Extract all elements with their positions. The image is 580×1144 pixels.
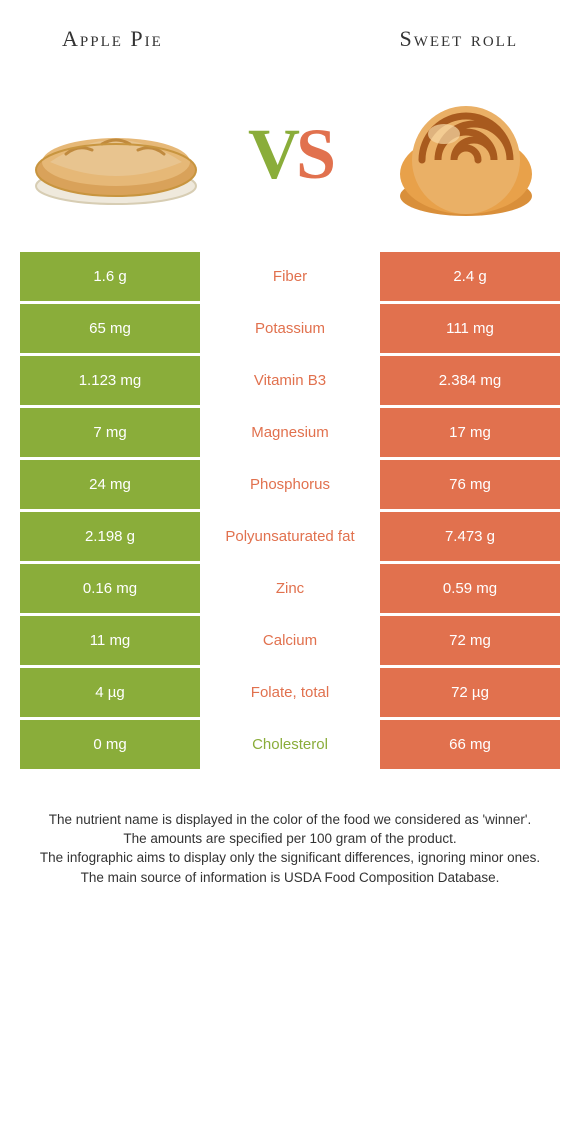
left-value: 2.198 g — [20, 512, 200, 561]
left-value: 7 mg — [20, 408, 200, 457]
nutrient-label: Magnesium — [200, 408, 380, 457]
vs-label: VS — [248, 113, 332, 196]
hero-row: VS — [20, 66, 560, 252]
nutrient-label: Folate, total — [200, 668, 380, 717]
vs-s: S — [296, 114, 332, 194]
right-value: 72 mg — [380, 616, 560, 665]
right-value: 2.384 mg — [380, 356, 560, 405]
footer-notes: The nutrient name is displayed in the co… — [20, 811, 560, 887]
nutrient-label: Zinc — [200, 564, 380, 613]
nutrient-row: 1.123 mgVitamin B32.384 mg — [20, 356, 560, 405]
right-value: 72 µg — [380, 668, 560, 717]
nutrient-label: Fiber — [200, 252, 380, 301]
footer-line: The main source of information is USDA F… — [28, 869, 552, 887]
right-value: 76 mg — [380, 460, 560, 509]
nutrient-row: 4 µgFolate, total72 µg — [20, 668, 560, 717]
right-value: 111 mg — [380, 304, 560, 353]
right-value: 2.4 g — [380, 252, 560, 301]
nutrient-row: 65 mgPotassium111 mg — [20, 304, 560, 353]
left-value: 0 mg — [20, 720, 200, 769]
right-title: Sweet roll — [399, 26, 518, 52]
apple-pie-image — [26, 74, 206, 234]
nutrient-row: 0 mgCholesterol66 mg — [20, 720, 560, 769]
right-value: 17 mg — [380, 408, 560, 457]
right-value: 0.59 mg — [380, 564, 560, 613]
left-value: 11 mg — [20, 616, 200, 665]
vs-v: V — [248, 114, 296, 194]
header: Apple Pie Sweet roll — [20, 20, 560, 66]
nutrient-label: Cholesterol — [200, 720, 380, 769]
nutrient-table: 1.6 gFiber2.4 g65 mgPotassium111 mg1.123… — [20, 252, 560, 769]
right-value: 66 mg — [380, 720, 560, 769]
left-value: 1.6 g — [20, 252, 200, 301]
footer-line: The infographic aims to display only the… — [28, 849, 552, 867]
footer-line: The nutrient name is displayed in the co… — [28, 811, 552, 829]
left-value: 4 µg — [20, 668, 200, 717]
right-value: 7.473 g — [380, 512, 560, 561]
nutrient-label: Phosphorus — [200, 460, 380, 509]
left-value: 1.123 mg — [20, 356, 200, 405]
nutrient-label: Potassium — [200, 304, 380, 353]
nutrient-row: 7 mgMagnesium17 mg — [20, 408, 560, 457]
nutrient-row: 0.16 mgZinc0.59 mg — [20, 564, 560, 613]
nutrient-label: Calcium — [200, 616, 380, 665]
nutrient-label: Vitamin B3 — [200, 356, 380, 405]
left-value: 65 mg — [20, 304, 200, 353]
footer-line: The amounts are specified per 100 gram o… — [28, 830, 552, 848]
left-value: 0.16 mg — [20, 564, 200, 613]
left-title: Apple Pie — [62, 26, 163, 52]
nutrient-row: 2.198 gPolyunsaturated fat7.473 g — [20, 512, 560, 561]
nutrient-label: Polyunsaturated fat — [200, 512, 380, 561]
sweet-roll-image — [374, 74, 554, 234]
left-value: 24 mg — [20, 460, 200, 509]
nutrient-row: 24 mgPhosphorus76 mg — [20, 460, 560, 509]
nutrient-row: 1.6 gFiber2.4 g — [20, 252, 560, 301]
nutrient-row: 11 mgCalcium72 mg — [20, 616, 560, 665]
